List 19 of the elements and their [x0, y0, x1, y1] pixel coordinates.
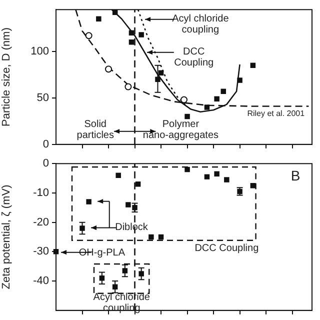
y-tick-label: -30: [33, 246, 49, 258]
y-tick-label: -10: [33, 186, 49, 199]
y-tick-label: -40: [33, 275, 49, 288]
y-tick-label: 0: [42, 158, 49, 170]
y-tick-label: 50: [36, 92, 49, 104]
annotation: B: [290, 167, 300, 184]
annotation: Diblock: [115, 222, 149, 233]
y-tick-label: 100: [30, 45, 49, 58]
y-axis-title: Particle size, D (nm): [0, 27, 13, 127]
annotation: Solid particles: [76, 118, 114, 141]
y-axis-title: Zeta potential, ζ (mV): [0, 184, 13, 290]
y-tick-label: 0: [42, 138, 49, 150]
annotation: Acyl chloride coupling: [172, 14, 230, 36]
annotation: DCC Coupling: [174, 46, 214, 68]
annotation: Polymer nano-aggregates: [142, 118, 219, 141]
annotation: OH-g-PLA: [78, 247, 126, 258]
annotation: DCC Coupling: [194, 242, 259, 254]
y-tick-label: -20: [33, 216, 49, 228]
annotation: Riley et al. 2001: [247, 108, 306, 118]
